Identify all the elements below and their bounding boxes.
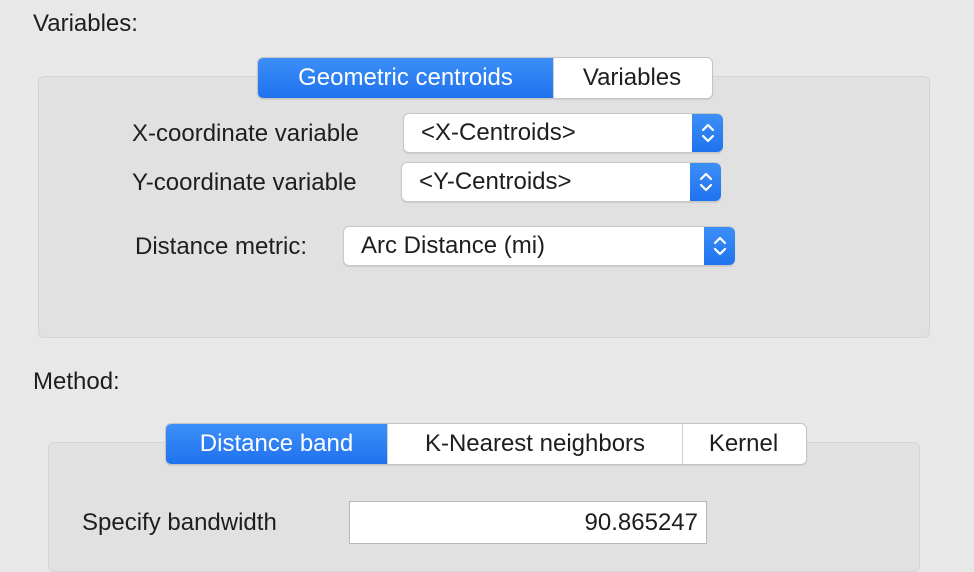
tab-kernel[interactable]: Kernel — [682, 424, 804, 464]
method-section-label: Method: — [33, 368, 120, 395]
bandwidth-label: Specify bandwidth — [82, 509, 277, 536]
distance-metric-select[interactable]: Arc Distance (mi) — [343, 226, 735, 266]
distance-metric-value: Arc Distance (mi) — [361, 232, 546, 259]
variables-segmented-control: Geometric centroids Variables — [257, 57, 713, 99]
chevron-up-down-icon — [690, 163, 721, 201]
method-segmented-control: Distance band K-Nearest neighbors Kernel — [165, 423, 807, 465]
bandwidth-input[interactable] — [349, 501, 707, 544]
y-coordinate-value: <Y-Centroids> — [419, 168, 572, 195]
chevron-up-down-icon — [692, 114, 723, 152]
distance-metric-label: Distance metric: — [135, 233, 308, 260]
tab-k-nearest-neighbors[interactable]: K-Nearest neighbors — [387, 424, 682, 464]
x-coordinate-label: X-coordinate variable — [132, 120, 359, 147]
tab-variables[interactable]: Variables — [553, 58, 710, 98]
x-coordinate-select[interactable]: <X-Centroids> — [403, 113, 723, 153]
x-coordinate-value: <X-Centroids> — [421, 119, 576, 146]
tab-geometric-centroids[interactable]: Geometric centroids — [258, 58, 553, 98]
tab-distance-band[interactable]: Distance band — [166, 424, 387, 464]
y-coordinate-label: Y-coordinate variable — [132, 169, 357, 196]
chevron-up-down-icon — [704, 227, 735, 265]
variables-section-label: Variables: — [33, 10, 138, 37]
y-coordinate-select[interactable]: <Y-Centroids> — [401, 162, 721, 202]
